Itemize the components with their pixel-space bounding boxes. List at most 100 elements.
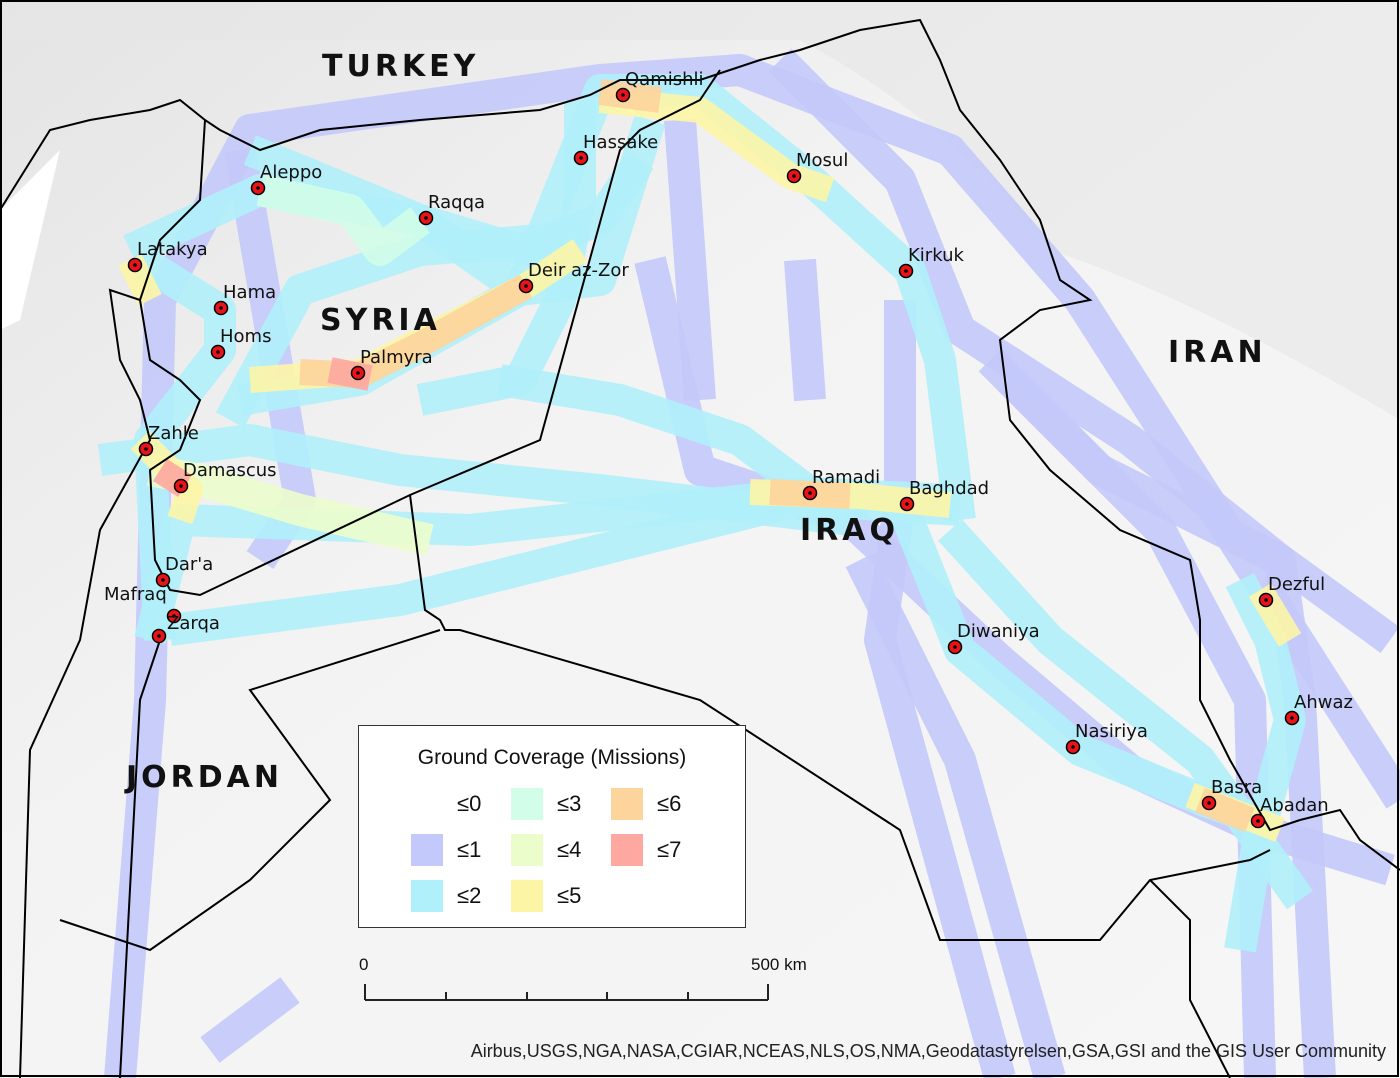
city-raqqa[interactable]: Raqqa [418, 192, 486, 226]
city-markers: Qamishli Hassake Mosul Aleppo Raqqa Latakya De… [104, 69, 1353, 829]
legend-item: ≤6 [611, 788, 681, 820]
legend-label: ≤7 [657, 837, 682, 862]
legend-swatch [511, 788, 543, 820]
city-marker-dot [256, 186, 260, 190]
coverage-swath [130, 430, 203, 525]
city-aleppo[interactable]: Aleppo [250, 162, 323, 196]
city-label: Palmyra [360, 347, 433, 368]
city-hassake[interactable]: Hassake [573, 132, 659, 166]
mountain-relief [0, 0, 1400, 420]
border-line [138, 69, 721, 597]
city-label: Dezful [1268, 574, 1325, 595]
country-label-turkey: TURKEY [322, 49, 479, 84]
city-marker-dot [356, 371, 360, 375]
city-label: Mosul [796, 150, 848, 171]
sea [0, 150, 60, 330]
city-marker-dot [524, 284, 528, 288]
city-label: Abadan [1260, 795, 1329, 816]
city-dezful[interactable]: Dezful [1258, 574, 1326, 608]
city-marker-dot [179, 484, 183, 488]
city-dar-a[interactable]: Dar'a [155, 554, 214, 588]
city-nasiriya[interactable]: Nasiriya [1065, 721, 1148, 755]
city-label: Latakya [137, 239, 208, 260]
border-line [59, 629, 441, 952]
city-label: Zahle [148, 423, 199, 444]
country-label-iraq: IRAQ [800, 513, 899, 548]
city-zarqa[interactable]: Zarqa [151, 613, 220, 644]
city-marker-dot [424, 216, 428, 220]
city-latakya[interactable]: Latakya [127, 239, 208, 273]
city-mafraq[interactable]: Mafraq [104, 584, 182, 624]
city-palmyra[interactable]: Palmyra [350, 347, 433, 381]
legend-item: ≤5 [511, 880, 581, 912]
city-marker-dot [1256, 819, 1260, 823]
city-marker-dot [219, 306, 223, 310]
city-diwaniya[interactable]: Diwaniya [947, 621, 1040, 655]
city-homs[interactable]: Homs [210, 326, 272, 360]
legend-item: ≤1 [411, 834, 481, 866]
city-damascus[interactable]: Damascus [173, 460, 277, 494]
city-label: Hama [223, 282, 276, 303]
city-marker-dot [904, 269, 908, 273]
city-mosul[interactable]: Mosul [786, 150, 849, 184]
city-zahle[interactable]: Zahle [138, 423, 199, 457]
city-marker-dot [808, 491, 812, 495]
legend-item: ≤2 [411, 880, 481, 912]
legend-swatch [611, 788, 643, 820]
city-deir-az-zor[interactable]: Deir az-Zor [518, 260, 630, 294]
city-marker-dot [1264, 598, 1268, 602]
scale-max-label: 500 km [751, 955, 807, 974]
city-ramadi[interactable]: Ramadi [802, 467, 881, 501]
city-label: Basra [1211, 777, 1262, 798]
city-qamishli[interactable]: Qamishli [615, 69, 704, 103]
city-marker-dot [172, 614, 176, 618]
city-label: Diwaniya [957, 621, 1040, 642]
city-baghdad[interactable]: Baghdad [899, 478, 990, 512]
legend-swatch [411, 880, 443, 912]
city-label: Baghdad [909, 478, 989, 499]
legend-swatch [611, 834, 643, 866]
city-basra[interactable]: Basra [1201, 777, 1263, 811]
scale-zero-label: 0 [359, 955, 369, 974]
city-ahwaz[interactable]: Ahwaz [1284, 692, 1353, 726]
city-label: Ramadi [812, 467, 880, 488]
legend-swatch [411, 834, 443, 866]
border-line [19, 288, 152, 1078]
coverage-swath [784, 258, 826, 402]
city-label: Homs [220, 326, 271, 347]
city-marker-dot [905, 502, 909, 506]
coverage-swath [256, 174, 430, 266]
border-line [409, 494, 1271, 941]
country-borders [0, 18, 1400, 1078]
coverage-swath [768, 48, 1400, 653]
legend-title: Ground Coverage (Missions) [417, 746, 687, 769]
city-label: Raqqa [428, 192, 485, 213]
legend-swatch [511, 880, 543, 912]
legend-item: ≤7 [611, 834, 681, 866]
legend-label: ≤2 [457, 883, 482, 908]
city-label: Hassake [583, 132, 658, 153]
attribution: Airbus,USGS,NGA,NASA,CGIAR,NCEAS,NLS,OS,… [470, 1041, 1386, 1061]
city-marker-dot [792, 174, 796, 178]
country-label-syria: SYRIA [320, 303, 441, 338]
city-label: Zarqa [167, 613, 220, 634]
coverage-swath [200, 977, 300, 1063]
city-abadan[interactable]: Abadan [1250, 795, 1329, 829]
legend-label: ≤3 [557, 791, 582, 816]
city-label: Mafraq [104, 584, 167, 605]
city-label: Deir az-Zor [528, 260, 629, 281]
city-marker-dot [621, 93, 625, 97]
city-marker-dot [1071, 745, 1075, 749]
city-marker-dot [579, 156, 583, 160]
coverage-swath [97, 424, 852, 536]
city-label: Nasiriya [1075, 721, 1148, 742]
legend-swatch [411, 788, 443, 820]
city-hama[interactable]: Hama [213, 282, 277, 316]
city-kirkuk[interactable]: Kirkuk [898, 245, 965, 279]
legend-swatch [511, 834, 543, 866]
scale-bar [364, 984, 769, 1001]
city-label: Damascus [183, 460, 277, 481]
